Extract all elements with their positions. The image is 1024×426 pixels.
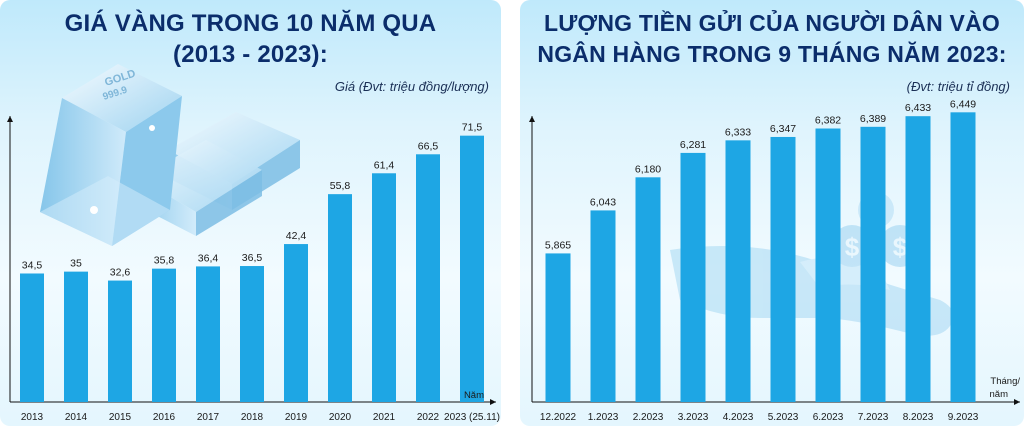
bar-value-label: 6,382 <box>815 115 841 127</box>
bar <box>905 116 931 403</box>
bar <box>240 266 264 402</box>
x-tick-label: 7.2023 <box>858 412 889 423</box>
gold-x-axis-label: Năm <box>464 390 484 401</box>
x-tick-label: 2022 <box>417 412 440 423</box>
bar-value-label: 61,4 <box>374 159 395 171</box>
bar <box>64 271 88 402</box>
bar-value-label: 34,5 <box>22 259 43 271</box>
x-tick-label: 9.2023 <box>948 412 979 423</box>
bar <box>725 140 751 402</box>
bar-value-label: 66,5 <box>418 140 439 152</box>
bar-value-label: 42,4 <box>286 230 307 242</box>
gold-chart-title: GIÁ VÀNG TRONG 10 NĂM QUA (2013 - 2023): <box>0 8 501 70</box>
bar <box>545 253 571 402</box>
gold-title-line-2: (2013 - 2023): <box>173 41 328 68</box>
bar-value-label: 5,865 <box>545 239 571 251</box>
deposit-y-axis-unit: (Đvt: triệu tỉ đồng) <box>906 79 1010 94</box>
bar-value-label: 6,389 <box>860 113 886 125</box>
deposit-chart-bars <box>545 112 976 403</box>
bar-value-label: 6,281 <box>680 139 706 151</box>
x-tick-label: 2018 <box>241 412 264 423</box>
gold-title-line-1: GIÁ VÀNG TRONG 10 NĂM QUA <box>64 10 437 37</box>
dollar-icon: $ <box>845 232 860 262</box>
bar-value-label: 35,8 <box>154 255 175 267</box>
x-tick-label: 3.2023 <box>678 412 709 423</box>
bar-value-label: 6,347 <box>770 123 796 135</box>
deposit-chart-title: LƯỢNG TIỀN GỬI CỦA NGƯỜI DÂN VÀO NGÂN HÀ… <box>520 8 1024 70</box>
x-tick-label: 5.2023 <box>768 412 799 423</box>
bar <box>284 244 308 402</box>
x-axis-arrow-icon <box>490 399 496 405</box>
gold-chart-x-ticks: 2013 2014 2015 2016 2017 2018 2019 2020 2021 2022… <box>21 412 500 423</box>
deposit-chart-value-labels: 5,865 6,043 6,180 6,281 6,333 6,347 6,382 6,389… <box>545 98 976 251</box>
bar-value-label: 36,5 <box>242 252 263 264</box>
bar-value-label: 6,043 <box>590 196 616 208</box>
deposit-chart-x-ticks: 12.2022 1.2023 2.2023 3.2023 4.2023 5.2023 6.2… <box>540 412 979 423</box>
gold-y-axis-unit: Giá (Đvt: triệu đồng/lượng) <box>334 79 489 94</box>
bar <box>196 266 220 402</box>
x-tick-label: 12.2022 <box>540 412 577 423</box>
y-axis-arrow-icon <box>7 116 13 122</box>
bar-value-label: 36,4 <box>198 252 219 264</box>
bar <box>635 177 661 402</box>
bar-value-label: 6,333 <box>725 126 751 138</box>
deposit-chart: $ $ 5,865 6,043 6,180 6,281 6,333 6,347 6,382 6… <box>529 98 1020 423</box>
bar <box>372 173 396 402</box>
bar <box>770 136 796 403</box>
bar-value-label: 6,433 <box>905 102 931 114</box>
deposit-panel: $ $ 5,865 6,043 6,180 6,281 6,333 6,347 6,382 6… <box>520 0 1024 426</box>
x-tick-label: 2013 <box>21 412 44 423</box>
x-tick-label: 2023 (25.11) <box>444 412 500 423</box>
bar-value-label: 71,5 <box>462 122 483 134</box>
x-tick-label: 8.2023 <box>903 412 934 423</box>
x-tick-label: 2016 <box>153 412 176 423</box>
gold-price-panel: GOLD 999.9 34,5 35 32,6 35,8 36,4 36,5 42,4 55,… <box>0 0 501 426</box>
bar-value-label: 55,8 <box>330 180 351 192</box>
x-tick-label: 2014 <box>65 412 88 423</box>
bar-value-label: 32,6 <box>110 267 131 279</box>
x-tick-label: 4.2023 <box>723 412 754 423</box>
x-tick-label: 2019 <box>285 412 308 423</box>
bar <box>950 112 976 403</box>
bar <box>152 268 176 402</box>
bar <box>108 280 132 402</box>
x-tick-label: 2021 <box>373 412 396 423</box>
x-tick-label: 2015 <box>109 412 132 423</box>
deposit-title-line-2: NGÂN HÀNG TRONG 9 THÁNG NĂM 2023: <box>537 41 1007 67</box>
x-axis-arrow-icon <box>1014 399 1020 405</box>
gold-price-chart: GOLD 999.9 34,5 35 32,6 35,8 36,4 36,5 42,4 55,… <box>7 64 500 423</box>
deposit-x-axis-label-line-2: năm <box>990 389 1009 400</box>
bar <box>460 135 484 402</box>
bar <box>860 126 886 402</box>
x-tick-label: 2020 <box>329 412 352 423</box>
deposit-title-line-1: LƯỢNG TIỀN GỬI CỦA NGƯỜI DÂN VÀO <box>544 10 1000 36</box>
gold-chart-bars <box>20 135 484 402</box>
bar-value-label: 6,180 <box>635 163 661 175</box>
bar <box>590 210 616 402</box>
deposit-x-axis-label-line-1: Tháng/ <box>990 376 1020 387</box>
x-tick-label: 1.2023 <box>588 412 619 423</box>
bar <box>815 128 841 403</box>
bar <box>20 273 44 402</box>
gold-bars-illustration: GOLD 999.9 <box>40 64 300 246</box>
bar-value-label: 6,449 <box>950 98 976 110</box>
bar <box>328 194 352 402</box>
dollar-icon: $ <box>893 232 908 262</box>
gold-chart-value-labels: 34,5 35 32,6 35,8 36,4 36,5 42,4 55,8 61,4 66,5 71… <box>22 122 483 279</box>
x-tick-label: 2017 <box>197 412 220 423</box>
x-tick-label: 2.2023 <box>633 412 664 423</box>
bar-value-label: 35 <box>70 258 82 270</box>
y-axis-arrow-icon <box>529 116 535 122</box>
bar <box>680 152 706 402</box>
bar <box>416 154 440 402</box>
x-tick-label: 6.2023 <box>813 412 844 423</box>
